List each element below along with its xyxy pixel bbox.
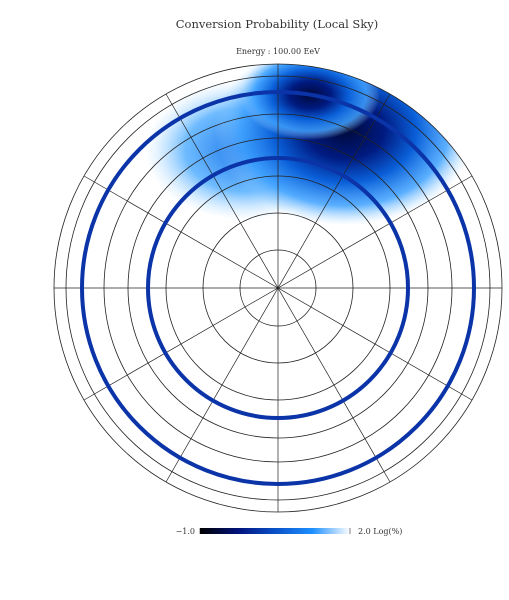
chart-title: Conversion Probability (Local Sky) — [176, 17, 379, 31]
heatmap — [145, 64, 475, 225]
grid — [53, 63, 503, 513]
horizon-ring — [80, 90, 476, 486]
horizon-ring — [146, 156, 410, 420]
colorbar-label: 2.0 Log(%) — [358, 527, 402, 536]
subtitle: Energy : 100.00 EeV — [236, 47, 320, 56]
colorbar-label: −1.0 — [176, 527, 195, 536]
spoke — [83, 175, 473, 401]
colorbar — [200, 528, 350, 534]
